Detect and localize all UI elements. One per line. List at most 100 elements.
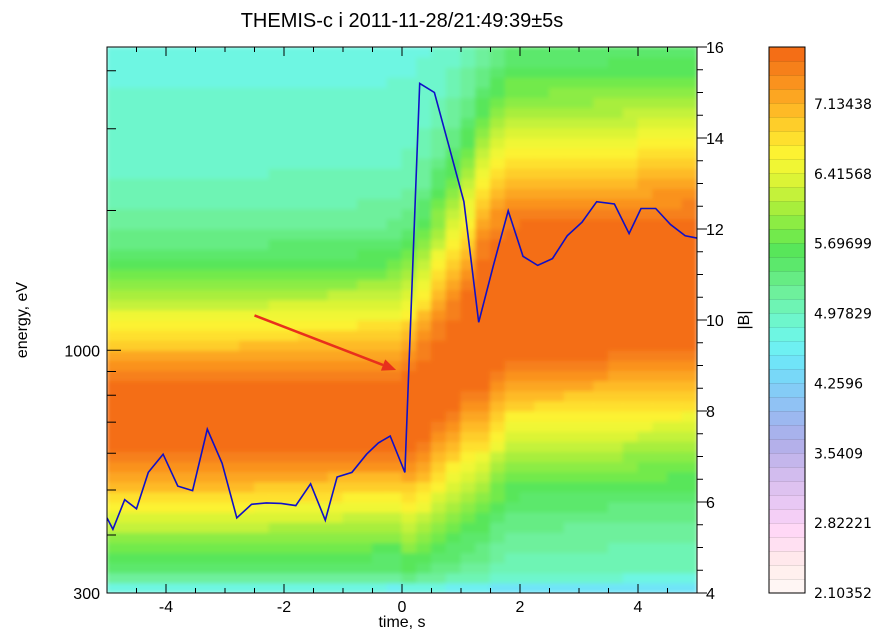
- heatmap-cell: [667, 56, 683, 68]
- heatmap-cell: [283, 147, 300, 159]
- heatmap-cell: [475, 440, 491, 452]
- heatmap-cell: [549, 258, 565, 270]
- heatmap-cell: [283, 309, 300, 321]
- heatmap-cell: [386, 329, 403, 341]
- heatmap-cell: [416, 117, 432, 129]
- heatmap-cell: [121, 248, 137, 260]
- heatmap-cell: [136, 289, 152, 301]
- heatmap-cell: [209, 541, 226, 554]
- heatmap-cell: [445, 76, 462, 88]
- heatmap-cell: [416, 339, 432, 351]
- heatmap-cell: [593, 390, 609, 402]
- heatmap-cell: [460, 359, 477, 372]
- heatmap-cell: [504, 309, 521, 321]
- heatmap-cell: [327, 501, 344, 513]
- heatmap-cell: [357, 521, 373, 533]
- heatmap-cell: [534, 420, 550, 432]
- heatmap-cell: [239, 127, 255, 139]
- heatmap-cell: [681, 521, 697, 533]
- heatmap-cell: [298, 481, 314, 493]
- heatmap-cell: [460, 248, 477, 260]
- heatmap-cell: [180, 521, 196, 533]
- heatmap-cell: [165, 450, 182, 463]
- heatmap-cell: [401, 420, 418, 432]
- heatmap-cell: [150, 56, 167, 68]
- heatmap-cell: [165, 188, 182, 200]
- heatmap-cell: [107, 76, 123, 88]
- heatmap-cell: [593, 208, 609, 220]
- heatmap-cell: [372, 238, 388, 250]
- heatmap-cell: [107, 430, 123, 442]
- heatmap-cell: [254, 66, 270, 78]
- heatmap-cell: [652, 572, 668, 584]
- heatmap-cell: [150, 440, 167, 452]
- heatmap-cell: [239, 66, 255, 78]
- heatmap-cell: [578, 572, 595, 584]
- heatmap-cell: [224, 218, 241, 230]
- heatmap-cell: [327, 349, 344, 361]
- heatmap-cell: [578, 86, 595, 99]
- heatmap-cell: [136, 552, 152, 564]
- heatmap-cell: [578, 319, 595, 331]
- heatmap-cell: [578, 157, 595, 169]
- heatmap-cell: [239, 491, 255, 503]
- heatmap-cell: [386, 188, 403, 200]
- heatmap-cell: [445, 552, 462, 564]
- heatmap-cell: [150, 47, 167, 58]
- heatmap-cell: [224, 511, 241, 523]
- heatmap-cell: [519, 147, 536, 159]
- annotation-arrow: [254, 314, 397, 371]
- heatmap-cell: [386, 572, 403, 584]
- heatmap-cell: [283, 299, 300, 311]
- heatmap-cell: [460, 97, 477, 109]
- heatmap-cell: [107, 238, 123, 250]
- heatmap-cell: [519, 268, 536, 281]
- heatmap-cell: [534, 47, 550, 58]
- heatmap-cell: [254, 440, 270, 452]
- heatmap-cell: [283, 359, 300, 372]
- heatmap-cell: [209, 410, 226, 422]
- heatmap-cell: [578, 471, 595, 483]
- heatmap-cell: [681, 177, 697, 190]
- heatmap-cell: [327, 420, 344, 432]
- heatmap-cell: [386, 501, 403, 513]
- heatmap-cell: [534, 390, 550, 402]
- heatmap-cell: [578, 238, 595, 250]
- heatmap-cell: [136, 66, 152, 78]
- heatmap-cell: [268, 238, 285, 250]
- heatmap-cell: [209, 481, 226, 493]
- heatmap-cell: [563, 562, 580, 574]
- heatmap-cell: [268, 309, 285, 321]
- heatmap-cell: [534, 97, 550, 109]
- heatmap-cell: [298, 471, 314, 483]
- heatmap-cell: [667, 47, 683, 58]
- heatmap-cell: [121, 137, 137, 149]
- heatmap-cell: [165, 521, 182, 533]
- heatmap-cell: [475, 349, 491, 361]
- heatmap-cell: [298, 511, 314, 523]
- heatmap-cell: [549, 167, 565, 179]
- heatmap-cell: [622, 410, 639, 422]
- heatmap-cell: [578, 309, 595, 321]
- heatmap-cell: [150, 137, 167, 149]
- heatmap-cell: [431, 66, 447, 78]
- heatmap-cell: [534, 188, 550, 200]
- heatmap-cell: [357, 440, 373, 452]
- heatmap-cell: [637, 218, 654, 230]
- heatmap-cell: [386, 208, 403, 220]
- heatmap-cell: [224, 541, 241, 554]
- heatmap-cell: [667, 552, 683, 564]
- heatmap-cell: [254, 349, 270, 361]
- heatmap-cell: [563, 56, 580, 68]
- heatmap-cell: [298, 157, 314, 169]
- heatmap-cell: [195, 430, 211, 442]
- heatmap-cell: [652, 420, 668, 432]
- heatmap-cell: [239, 107, 255, 119]
- heatmap-cell: [504, 188, 521, 200]
- heatmap-cell: [195, 188, 211, 200]
- heatmap-cell: [431, 511, 447, 523]
- heatmap-cell: [637, 400, 654, 412]
- heatmap-cell: [681, 450, 697, 463]
- heatmap-cell: [563, 289, 580, 301]
- heatmap-cell: [357, 248, 373, 260]
